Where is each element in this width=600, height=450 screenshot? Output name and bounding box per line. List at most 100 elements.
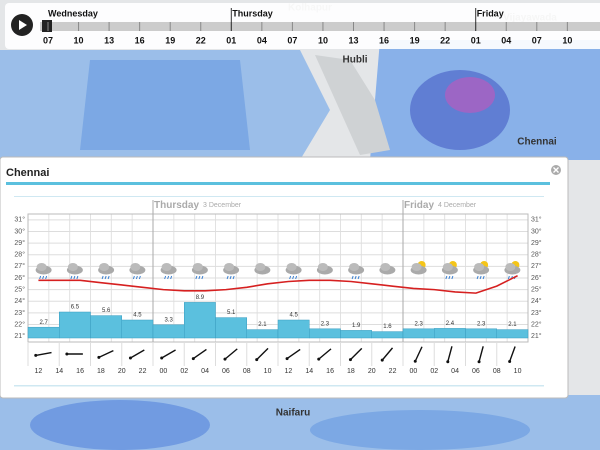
precip-bar bbox=[371, 331, 404, 339]
cloud-icon bbox=[99, 263, 110, 271]
wind-arrow bbox=[447, 346, 453, 362]
wind-head bbox=[317, 357, 321, 361]
y-tick-label-right: 24° bbox=[531, 297, 542, 305]
radar bbox=[0, 40, 600, 450]
rain-icon bbox=[135, 275, 138, 280]
wind-head bbox=[97, 355, 101, 359]
x-tick-label: 00 bbox=[160, 368, 168, 375]
y-tick-label: 21° bbox=[14, 332, 25, 340]
timeline-day: Wednesday bbox=[48, 8, 98, 18]
wind-head bbox=[128, 356, 132, 360]
wind-arrow bbox=[414, 346, 423, 362]
timeline-hour: 07 bbox=[532, 35, 542, 45]
precip-label: 4.5 bbox=[133, 313, 142, 319]
precip-label: 3.3 bbox=[164, 317, 173, 323]
wind-head bbox=[508, 360, 512, 364]
precip-bar bbox=[184, 302, 216, 339]
timeline-hour: 13 bbox=[348, 35, 358, 45]
wind-arrow bbox=[161, 349, 176, 359]
popup-title: Chennai bbox=[6, 167, 49, 179]
timeline-hour: 07 bbox=[287, 35, 297, 45]
timeline-hour: 04 bbox=[257, 35, 267, 45]
y-tick-label: 23° bbox=[14, 309, 25, 317]
day-date: 4 December bbox=[438, 202, 477, 209]
rain-icon bbox=[295, 275, 298, 280]
y-tick-label: 24° bbox=[14, 297, 25, 305]
timeline-hour: 16 bbox=[379, 35, 389, 45]
x-tick-label: 04 bbox=[201, 368, 209, 375]
rain-icon bbox=[482, 275, 485, 280]
y-tick-label: 22° bbox=[14, 320, 25, 328]
x-tick-label: 16 bbox=[326, 368, 334, 375]
timeline-hour: 07 bbox=[43, 35, 53, 45]
x-tick-label: 22 bbox=[389, 368, 397, 375]
rain-icon bbox=[476, 275, 479, 280]
rain-icon bbox=[104, 275, 107, 280]
y-tick-label-right: 21° bbox=[531, 332, 542, 340]
x-tick-label: 06 bbox=[472, 368, 480, 375]
precip-label: 2.4 bbox=[446, 321, 455, 327]
day-name: Thursday bbox=[154, 200, 199, 211]
timeline-hour: 13 bbox=[104, 35, 114, 45]
precip-bar bbox=[309, 328, 341, 339]
wind-head bbox=[380, 358, 384, 362]
x-tick-label: 16 bbox=[76, 368, 84, 375]
precip-label: 4.5 bbox=[289, 313, 298, 319]
rain-icon bbox=[195, 275, 198, 280]
precip-label: 8.9 bbox=[196, 295, 205, 301]
rain-icon bbox=[201, 275, 204, 280]
rain-icon bbox=[289, 275, 292, 280]
y-tick-label-right: 22° bbox=[531, 320, 542, 328]
wind-arrow bbox=[286, 348, 301, 360]
rain-icon bbox=[170, 275, 173, 280]
wind-head bbox=[191, 357, 195, 361]
rain-icon bbox=[507, 275, 510, 280]
wind-arrow bbox=[35, 351, 52, 357]
rain-icon bbox=[354, 275, 357, 280]
map-label: Hubli bbox=[343, 55, 368, 66]
timeline-hour: 10 bbox=[74, 35, 84, 45]
precip-bar bbox=[340, 330, 372, 339]
x-tick-label: 02 bbox=[180, 368, 188, 375]
land bbox=[315, 55, 390, 155]
rain-icon bbox=[107, 275, 110, 280]
timeline-hour: 16 bbox=[135, 35, 145, 45]
x-tick-label: 20 bbox=[118, 368, 126, 375]
timeline-hour: 10 bbox=[318, 35, 328, 45]
rain-icon bbox=[45, 275, 48, 280]
cloud-icon bbox=[286, 263, 297, 271]
timeline-handle[interactable] bbox=[42, 20, 52, 32]
rain-icon bbox=[39, 275, 42, 280]
cloud-icon bbox=[192, 263, 203, 271]
y-tick-label: 29° bbox=[14, 239, 25, 247]
rain-icon bbox=[292, 275, 295, 280]
precip-label: 2.1 bbox=[258, 322, 267, 328]
wind-arrow bbox=[349, 347, 363, 361]
day-label: Friday 4 December bbox=[404, 200, 477, 211]
y-tick-label: 26° bbox=[14, 274, 25, 282]
rain-icon bbox=[229, 275, 232, 280]
timeline-hour: 22 bbox=[440, 35, 450, 45]
rain-icon bbox=[232, 275, 235, 280]
x-tick-label: 18 bbox=[347, 368, 355, 375]
rule bbox=[14, 385, 544, 387]
precip-label: 5.1 bbox=[227, 310, 236, 316]
timeline-hour: 19 bbox=[410, 35, 420, 45]
y-tick-label-right: 25° bbox=[531, 285, 542, 293]
y-tick-label: 25° bbox=[14, 285, 25, 293]
wind-head bbox=[477, 360, 481, 364]
cloud-icon bbox=[349, 263, 360, 271]
wind-arrow bbox=[381, 347, 394, 361]
rain-icon bbox=[76, 275, 79, 280]
rain-icon bbox=[73, 275, 76, 280]
timeline-hour: 22 bbox=[196, 35, 206, 45]
wind-head bbox=[223, 357, 227, 361]
timeline-hour: 10 bbox=[562, 35, 572, 45]
y-tick-label: 28° bbox=[14, 251, 25, 259]
wind-head bbox=[413, 359, 417, 363]
precip-bar bbox=[465, 328, 497, 339]
timeline-day: Thursday bbox=[232, 8, 273, 18]
day-label: Thursday 3 December bbox=[154, 200, 242, 211]
